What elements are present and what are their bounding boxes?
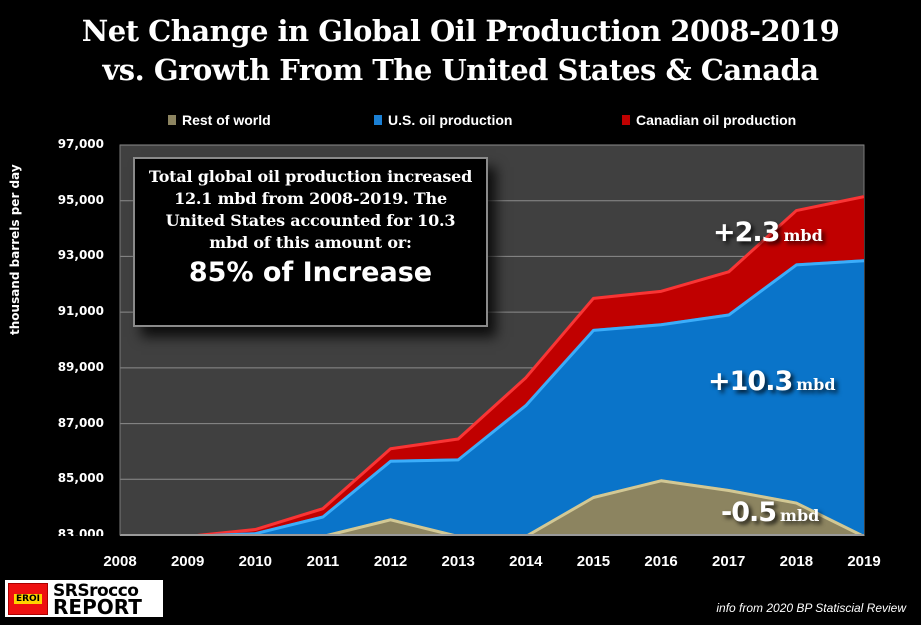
legend-swatch-rest-of-world	[168, 115, 176, 125]
annotation-us-unit: mbd	[796, 375, 836, 394]
area-edge-canada	[120, 195, 865, 538]
legend-swatch-canada	[622, 115, 630, 125]
source-note: info from 2020 BP Statiscial Review	[716, 601, 906, 615]
legend-label: Rest of world	[182, 112, 271, 128]
callout-text: Total global oil production increased 12…	[148, 167, 473, 252]
eroi-badge-icon: EROI	[8, 582, 48, 615]
annotation-rest-of-world: -0.5 mbd	[721, 497, 819, 528]
y-tick-label: 91,000	[57, 304, 104, 319]
srsrocco-logo: EROI SRSrocco REPORT	[5, 580, 163, 617]
logo-line1: SRSrocco	[53, 580, 139, 601]
y-tick-label: 93,000	[57, 248, 104, 263]
y-tick-label: 97,000	[57, 137, 104, 151]
x-tick-label: 2010	[238, 553, 272, 570]
annotation-canada-unit: mbd	[783, 226, 823, 245]
x-tick-label: 2019	[847, 553, 881, 570]
annotation-row-value: -0.5	[721, 497, 777, 528]
area-rest-of-world	[120, 479, 864, 535]
annotation-us: +10.3 mbd	[708, 366, 836, 397]
legend-item-rest-of-world: Rest of world	[168, 112, 271, 128]
legend-swatch-us	[374, 115, 382, 125]
x-tick-label: 2008	[103, 553, 137, 570]
x-tick-label: 2017	[712, 553, 746, 570]
x-tick-label: 2009	[170, 553, 205, 570]
callout-box: Total global oil production increased 12…	[133, 157, 488, 327]
annotation-us-value: +10.3	[708, 366, 793, 397]
callout-highlight: 85% of Increase	[188, 257, 433, 288]
legend-item-us: U.S. oil production	[374, 112, 512, 128]
annotation-canada: +2.3 mbd	[713, 217, 823, 248]
logo-line2: REPORT	[53, 594, 142, 619]
legend: Rest of world U.S. oil production Canadi…	[0, 112, 921, 132]
y-tick-label: 87,000	[57, 415, 104, 430]
x-tick-label: 2015	[576, 553, 611, 570]
axis-mask	[0, 536, 921, 556]
x-tick-label: 2018	[779, 553, 814, 570]
x-tick-label: 2013	[441, 553, 475, 570]
logo-text: SRSrocco REPORT	[53, 580, 142, 619]
x-tick-label: 2011	[306, 553, 340, 570]
x-tick-label: 2014	[509, 553, 543, 570]
x-tick-label: 2016	[644, 553, 678, 570]
x-tick-label: 2012	[373, 553, 408, 570]
area-us	[120, 259, 864, 535]
chart-subtitle: vs. Growth From The United States & Cana…	[102, 53, 819, 87]
legend-label: U.S. oil production	[388, 112, 513, 128]
annotation-row-unit: mbd	[780, 506, 820, 525]
y-tick-label: 89,000	[57, 359, 104, 374]
legend-item-canada: Canadian oil production	[622, 112, 796, 128]
y-tick-label: 95,000	[57, 192, 104, 207]
annotation-canada-value: +2.3	[713, 217, 780, 248]
y-tick-label: 85,000	[57, 471, 104, 486]
legend-label: Canadian oil production	[636, 112, 797, 128]
chart-title: Net Change in Global Oil Production 2008…	[81, 14, 840, 48]
eroi-badge-text: EROI	[13, 593, 43, 604]
